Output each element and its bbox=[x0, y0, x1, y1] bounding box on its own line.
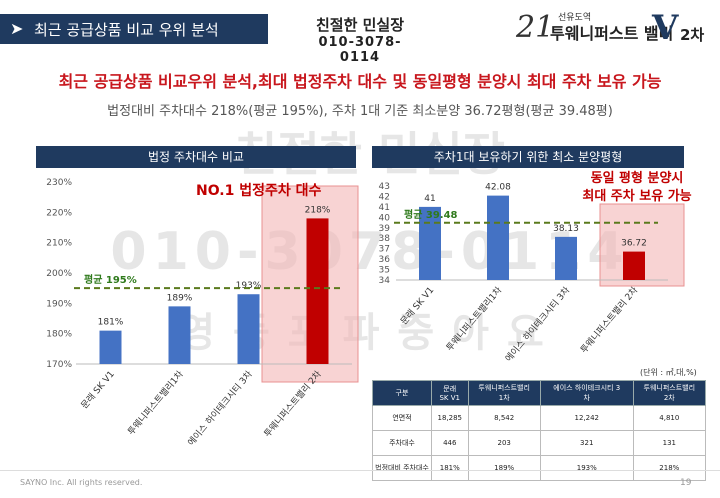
logo-brand: 투웨니퍼스트 밸리 bbox=[550, 24, 674, 43]
highlight-box bbox=[599, 203, 685, 287]
table-cell: 12,242 bbox=[539, 405, 634, 431]
table-header-cell: 투웨니퍼스트밸리 1차 bbox=[467, 380, 541, 406]
bar bbox=[555, 236, 577, 280]
left-callout: NO.1 법정주차 대수 bbox=[196, 183, 322, 199]
x-tick-label: 투웨니퍼스트밸리1차 bbox=[125, 368, 186, 438]
right-callout-line1: 동일 평형 분양시 bbox=[590, 171, 684, 186]
bar bbox=[99, 330, 122, 364]
table-header-cell: 투웨니퍼스트밸리 2차 bbox=[632, 380, 707, 406]
footer-divider bbox=[0, 470, 720, 471]
y-tick-label: 230% bbox=[46, 178, 72, 188]
table-cell: 18,285 bbox=[431, 405, 469, 431]
table-header-row: 구분 문래 SK V1 투웨니퍼스트밸리 1차 에이스 하이테크시티 3 차 투… bbox=[372, 380, 707, 406]
x-tick-label: 문래 SK V1 bbox=[79, 369, 117, 411]
left-chart-header: 법정 주차대수 비교 bbox=[36, 146, 356, 168]
x-tick-label: 에이스 하이테크시티 3차 bbox=[503, 284, 573, 364]
x-tick-label: 투웨니퍼스트밸리 2차 bbox=[261, 368, 324, 440]
data-label: 193% bbox=[236, 281, 262, 291]
right-chart-header: 주차1대 보유하기 위한 최소 분양평형 bbox=[372, 146, 684, 168]
main-title: 최근 공급상품 비교우위 분석,최대 법정주차 대수 및 동일평형 분양시 최대… bbox=[58, 72, 662, 91]
y-tick-label: 35 bbox=[379, 266, 390, 276]
data-label: 218% bbox=[305, 205, 331, 215]
page-number: 19 bbox=[680, 478, 692, 488]
table-cell: 189% bbox=[467, 455, 541, 481]
section-title-bar: ➤ 최근 공급상품 비교 우위 분석 bbox=[0, 14, 268, 44]
table-row: 연면적 18,285 8,542 12,242 4,810 bbox=[372, 405, 707, 431]
y-tick-label: 200% bbox=[46, 269, 72, 279]
y-tick-label: 38 bbox=[379, 234, 391, 244]
y-tick-label: 39 bbox=[379, 224, 391, 234]
table-cell: 연면적 bbox=[372, 405, 432, 431]
y-tick-label: 220% bbox=[46, 208, 72, 218]
comparison-table: 구분 문래 SK V1 투웨니퍼스트밸리 1차 에이스 하이테크시티 3 차 투… bbox=[372, 380, 707, 481]
watermark-area: 영등포파중아요 bbox=[178, 310, 562, 356]
y-tick-label: 41 bbox=[379, 203, 390, 213]
section-title: 최근 공급상품 비교 우위 분석 bbox=[34, 21, 219, 39]
right-callout: 동일 평형 분양시 최대 주차 보유 가능 bbox=[552, 170, 720, 206]
bar bbox=[237, 294, 260, 364]
sub-title: 법정대비 주차대수 218%(평균 195%), 주차 1대 기준 최소분양 3… bbox=[107, 104, 613, 119]
stamp-phone: 010-3078-0114 bbox=[318, 35, 402, 65]
bar bbox=[623, 251, 645, 280]
table-header-cell: 문래 SK V1 bbox=[431, 380, 469, 406]
table-cell: 321 bbox=[539, 430, 634, 456]
footer-copyright: SAYNO Inc. All rights reserved. bbox=[20, 478, 143, 487]
logo-v: V bbox=[652, 8, 679, 48]
x-tick-label: 투웨니퍼스트밸리 2차 bbox=[578, 284, 641, 356]
y-tick-label: 43 bbox=[379, 182, 390, 192]
stamp-name: 친절한 민실장 bbox=[315, 16, 405, 34]
x-tick-label: 에이스 하이테크시티 3차 bbox=[185, 368, 255, 448]
chevron-right-icon: ➤ bbox=[10, 19, 24, 38]
bar bbox=[487, 195, 509, 280]
data-label: 36.72 bbox=[621, 239, 647, 249]
logo-mark-icon: 21 bbox=[516, 10, 555, 45]
table-cell: 8,542 bbox=[467, 405, 541, 431]
table-cell: 법정대비 주차대수 bbox=[372, 455, 432, 481]
table-row: 법정대비 주차대수 181% 189% 193% 218% bbox=[372, 455, 707, 481]
y-tick-label: 210% bbox=[46, 239, 72, 249]
y-tick-label: 170% bbox=[46, 360, 72, 370]
logo-phase: 2차 bbox=[680, 26, 705, 44]
y-tick-label: 190% bbox=[46, 299, 72, 309]
data-label: 42.08 bbox=[485, 183, 511, 193]
table-cell: 4,810 bbox=[632, 405, 707, 431]
data-label: 181% bbox=[98, 318, 124, 328]
highlight-box bbox=[261, 185, 359, 383]
bar bbox=[419, 206, 441, 280]
data-label: 189% bbox=[167, 293, 193, 303]
table-cell: 193% bbox=[539, 455, 634, 481]
table-header-cell: 구분 bbox=[372, 380, 432, 406]
data-label: 38.13 bbox=[553, 224, 579, 234]
header: ➤ 최근 공급상품 비교 우위 분석 친절한 민실장 010-3078-0114… bbox=[0, 0, 720, 65]
table-cell: 218% bbox=[632, 455, 707, 481]
logo-subtitle: 선유도역 bbox=[558, 13, 592, 23]
bar bbox=[168, 306, 191, 364]
right-callout-line2: 최대 주차 보유 가능 bbox=[582, 189, 692, 204]
average-label: 평균 195% bbox=[84, 273, 137, 286]
table-row: 주차대수 446 203 321 131 bbox=[372, 430, 707, 456]
watermark-phone: 010-3078-0114 bbox=[110, 222, 630, 282]
table-cell: 181% bbox=[431, 455, 469, 481]
y-tick-label: 42 bbox=[379, 192, 390, 202]
brand-logo: 21 선유도역 투웨니퍼스트 밸리 V 2차 bbox=[500, 8, 720, 52]
y-tick-label: 37 bbox=[379, 245, 390, 255]
y-tick-label: 180% bbox=[46, 330, 72, 340]
table-cell: 203 bbox=[467, 430, 541, 456]
table-cell: 131 bbox=[632, 430, 707, 456]
table-cell: 446 bbox=[431, 430, 469, 456]
y-tick-label: 34 bbox=[379, 276, 391, 286]
y-tick-label: 40 bbox=[379, 213, 391, 223]
table-unit: (단위 : ㎡,대,%) bbox=[640, 368, 697, 377]
y-tick-label: 36 bbox=[379, 255, 391, 265]
table-cell: 주차대수 bbox=[372, 430, 432, 456]
table-header-cell: 에이스 하이테크시티 3 차 bbox=[539, 380, 634, 406]
data-label: 41 bbox=[424, 194, 435, 204]
agent-stamp: 친절한 민실장 010-3078-0114 bbox=[300, 14, 420, 65]
average-label: 평균 39.48 bbox=[404, 208, 458, 221]
bar bbox=[306, 218, 329, 364]
x-tick-label: 투웨니퍼스트밸리1차 bbox=[444, 284, 505, 354]
x-tick-label: 문래 SK V1 bbox=[398, 285, 436, 327]
